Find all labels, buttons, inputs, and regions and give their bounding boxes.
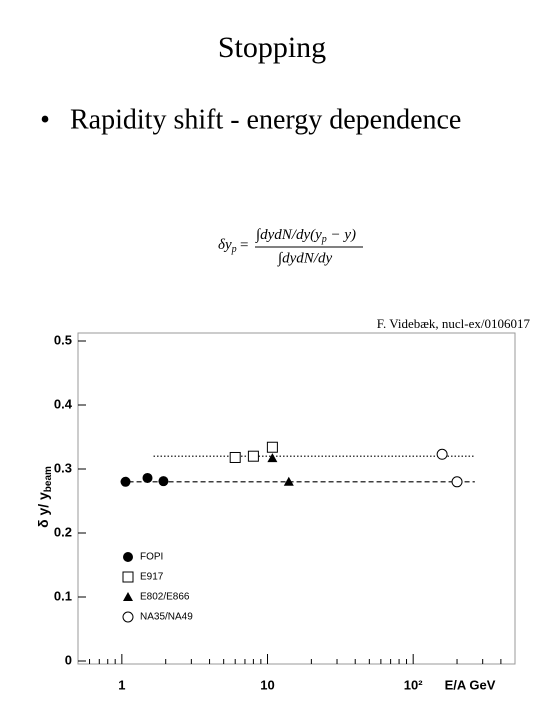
chart: 0 0.1 0.2 0.3 0.4 0.5 1 10 10² E/A GeV δ y/ ybeam F… <box>35 332 502 692</box>
x-axis-label: E/A GeV <box>445 677 496 692</box>
legend-label: E802/E866 <box>140 592 190 603</box>
point <box>247 450 259 462</box>
y-tick-label: 0.3 <box>54 460 72 475</box>
point <box>158 476 169 487</box>
point <box>229 451 241 463</box>
point <box>436 448 448 460</box>
bullet-text: Rapidity shift - energy dependence <box>70 104 461 135</box>
legend-label: FOPI <box>140 552 163 563</box>
y-tick-label: 0 <box>65 652 72 667</box>
point <box>122 571 134 583</box>
point <box>283 476 294 486</box>
point <box>142 472 153 483</box>
point <box>122 611 134 623</box>
formula-denominator: ∫dydN/dy <box>277 250 332 266</box>
formula-lhs: δyp <box>218 237 237 255</box>
formula: δyp = ∫dydN/dy(yp − y) ∫dydN/dy <box>218 227 363 266</box>
y-tick-label: 0.2 <box>54 524 72 539</box>
point <box>267 453 278 463</box>
y-axis-label: δ y/ ybeam <box>35 466 54 528</box>
point <box>123 592 133 601</box>
x-tick-label: 1 <box>118 677 125 692</box>
formula-numerator: ∫dydN/dy(yp − y) <box>255 227 356 245</box>
y-tick-label: 0.5 <box>54 332 72 347</box>
y-axis-label-sub: beam <box>43 466 54 492</box>
formula-equals: = <box>240 237 248 253</box>
plot-frame <box>77 332 516 665</box>
x-tick-label: 10² <box>404 677 423 692</box>
point <box>451 476 463 488</box>
point <box>266 441 278 453</box>
y-tick-label: 0.1 <box>54 588 72 603</box>
point <box>120 476 131 487</box>
x-tick-label: 10 <box>260 677 274 692</box>
bullet-dot: • <box>40 104 50 135</box>
y-tick-label: 0.4 <box>54 396 73 411</box>
credit: F. Videbæk, nucl-ex/0106017 <box>377 316 531 331</box>
y-axis-label-main: δ y/ y <box>35 492 51 528</box>
legend-label: E917 <box>140 572 164 583</box>
point <box>123 552 133 562</box>
legend-label: NA35/NA49 <box>140 612 193 623</box>
slide-title: Stopping <box>218 31 326 64</box>
